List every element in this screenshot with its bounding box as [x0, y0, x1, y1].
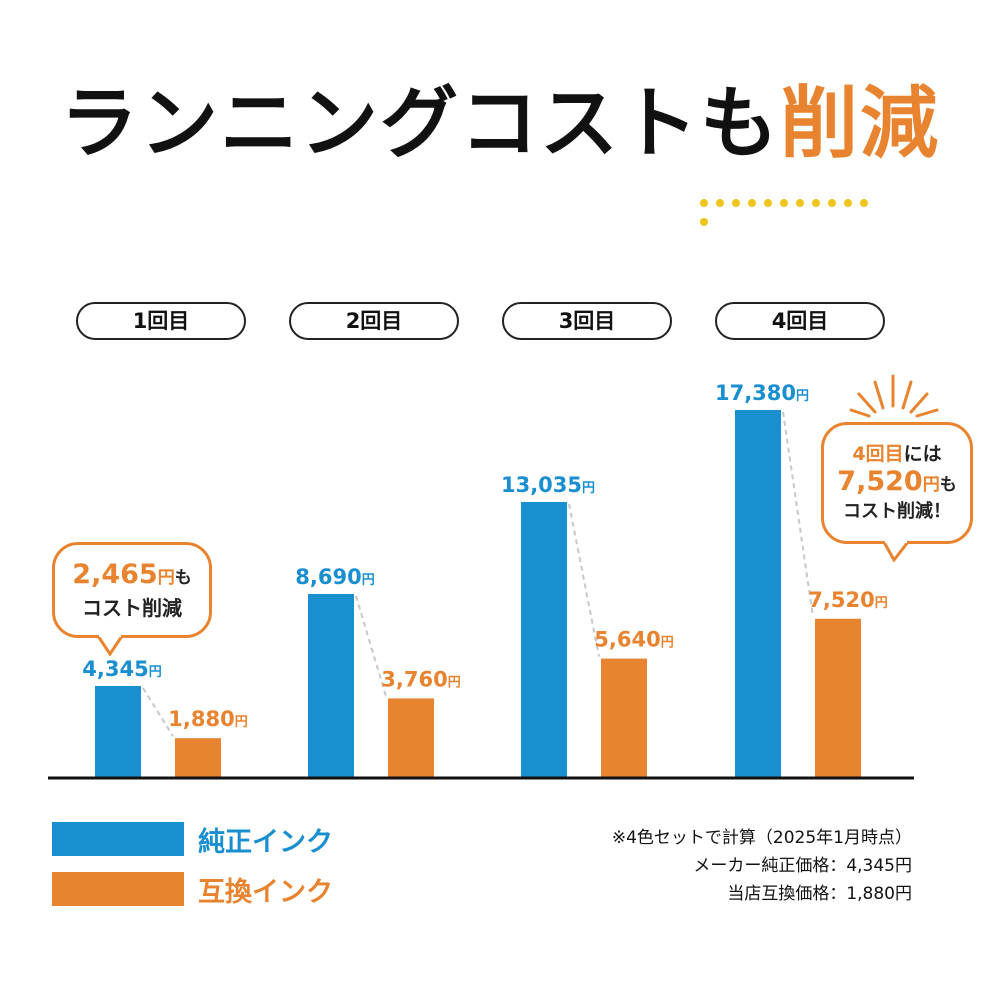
bar-compatible-3	[601, 658, 647, 778]
callout-fourth-line3: コスト削減！	[843, 501, 951, 522]
value-label-genuine-1: 4,345円	[82, 657, 161, 681]
callout-fourth-line1-suffix: には	[903, 443, 942, 465]
callout-first-unit: 円	[157, 568, 175, 588]
legend-label-compatible: 互換インク	[198, 877, 333, 908]
bar-genuine-4	[735, 410, 781, 778]
value-label-genuine-4: 17,380円	[715, 381, 809, 405]
period-pill-2: 2回目	[289, 302, 459, 340]
bar-genuine-1	[95, 686, 141, 778]
legend-swatch-compatible	[52, 872, 184, 906]
emphasis-rays-icon	[849, 374, 939, 418]
callout-first-line2: コスト削減	[82, 596, 182, 620]
connector-dashed-3	[568, 503, 600, 657]
value-label-compatible-1: 1,880円	[168, 707, 247, 731]
callout-first-tail	[96, 634, 124, 656]
period-pill-1: 1回目	[76, 302, 246, 340]
footnote-compatible-price: 当店互換価格：1,880円	[727, 884, 912, 904]
period-pill-4: 4回目	[715, 302, 885, 340]
value-label-compatible-3: 5,640円	[594, 628, 673, 652]
callout-first-amount: 2,465	[72, 559, 158, 590]
callout-fourth: 4回目には 7,520円も コスト削減！	[821, 422, 973, 544]
footnotes: ※4色セットで計算（2025年1月時点） メーカー純正価格：4,345円 当店互…	[612, 824, 912, 908]
callout-first: 2,465円も コスト削減	[52, 542, 212, 638]
bar-genuine-2	[308, 594, 354, 778]
legend-swatch-genuine	[52, 822, 184, 856]
bar-genuine-3	[521, 502, 567, 778]
bar-compatible-4	[815, 618, 861, 778]
callout-fourth-suffix: も	[939, 475, 957, 495]
footnote-basis: ※4色セットで計算（2025年1月時点）	[611, 828, 912, 848]
callout-fourth-line1-prefix: 4回目	[852, 443, 904, 465]
callout-fourth-tail	[882, 540, 910, 562]
headline-main: ランニングコストも	[59, 79, 780, 169]
value-label-genuine-2: 8,690円	[295, 565, 374, 589]
value-label-compatible-4: 7,520円	[808, 588, 887, 612]
connector-dashed-4	[782, 411, 814, 617]
callout-first-suffix: も	[174, 568, 192, 588]
legend-label-genuine: 純正インク	[198, 827, 333, 858]
headline: ランニングコストも削減	[0, 78, 1000, 172]
value-label-compatible-2: 3,760円	[381, 667, 460, 691]
connector-dashed-1	[142, 687, 174, 737]
value-label-genuine-3: 13,035円	[501, 473, 595, 497]
headline-underline-dots	[700, 192, 890, 226]
footnote-genuine-price: メーカー純正価格：4,345円	[693, 856, 912, 876]
callout-fourth-amount: 7,520	[837, 466, 923, 497]
period-pill-3: 3回目	[502, 302, 672, 340]
headline-accent: 削減	[780, 79, 941, 169]
bar-compatible-2	[388, 698, 434, 778]
bar-compatible-1	[175, 738, 221, 778]
callout-fourth-unit: 円	[922, 475, 940, 495]
